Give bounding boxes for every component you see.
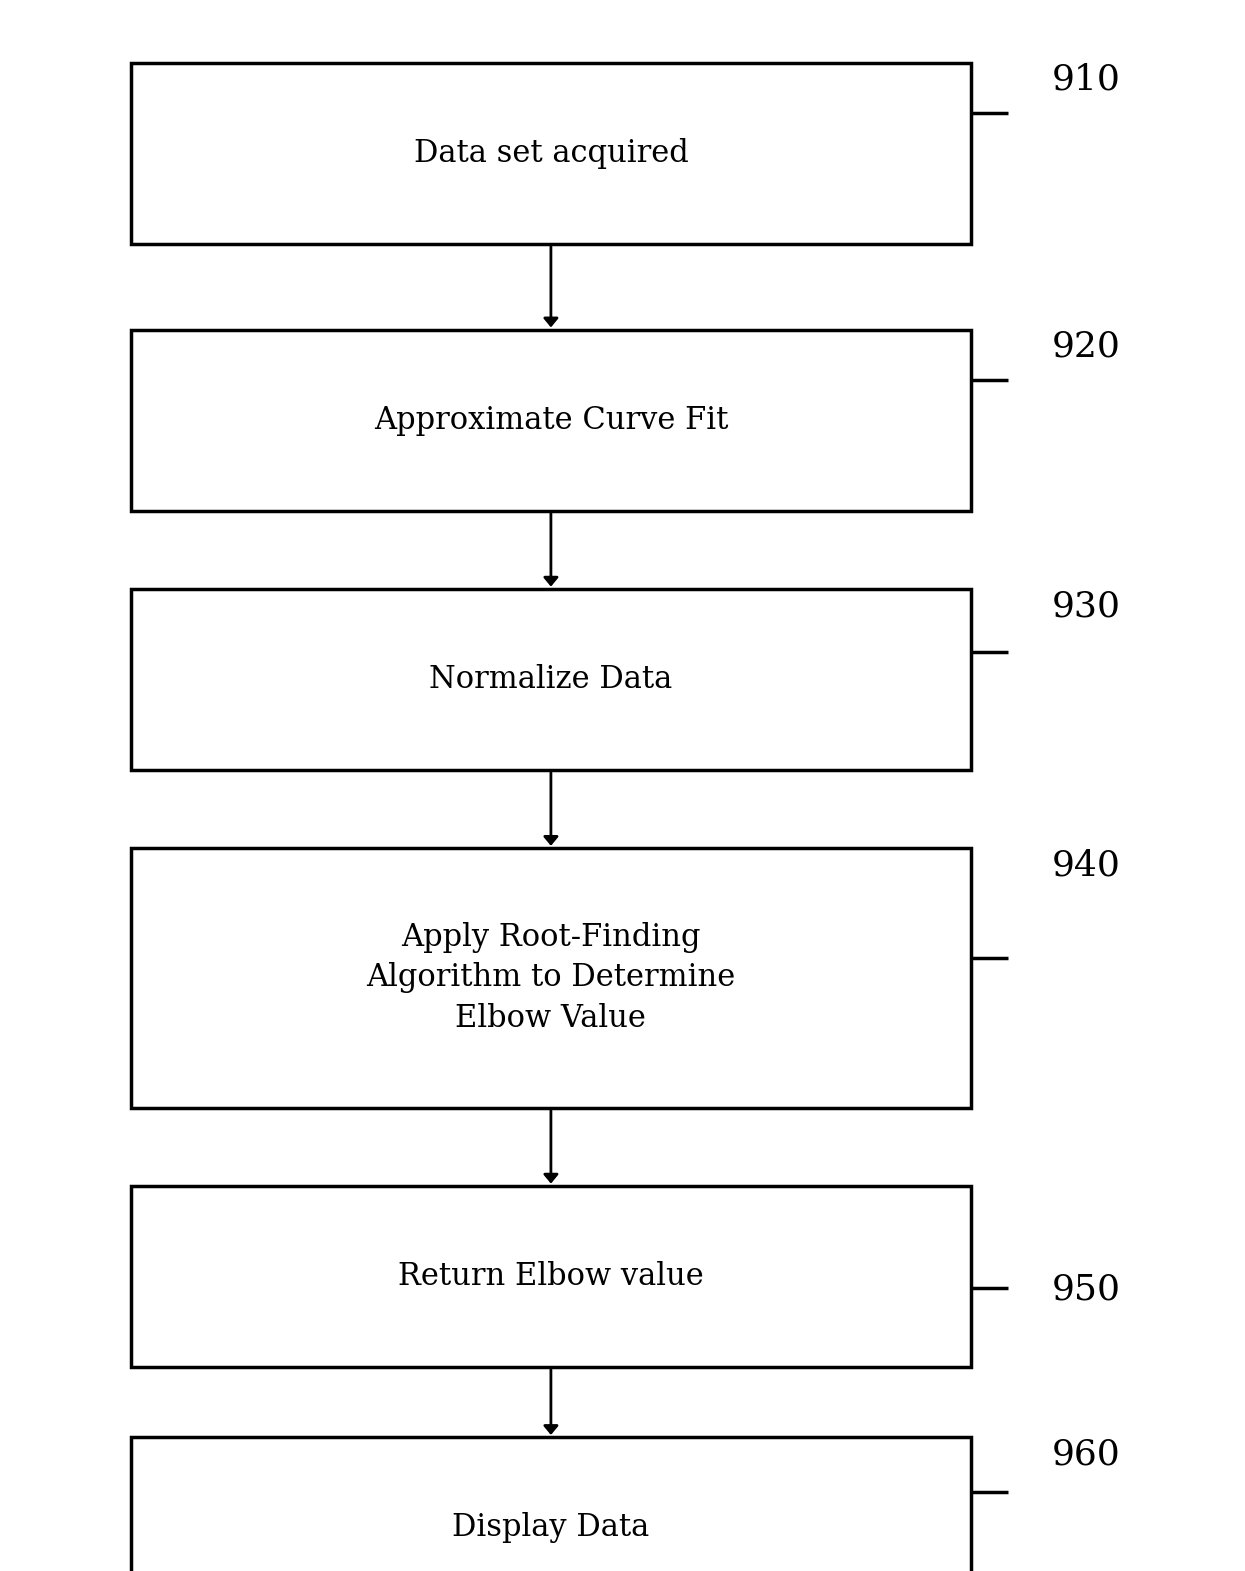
Bar <box>131 848 971 1108</box>
Text: Normalize Data: Normalize Data <box>430 665 672 694</box>
Bar <box>131 63 971 244</box>
Text: 950: 950 <box>1052 1273 1120 1307</box>
Text: 940: 940 <box>1052 848 1120 883</box>
Text: 910: 910 <box>1052 63 1120 97</box>
Bar <box>131 589 971 770</box>
Text: Apply Root-Finding
Algorithm to Determine
Elbow Value: Apply Root-Finding Algorithm to Determin… <box>366 922 736 1034</box>
Bar <box>131 1186 971 1367</box>
Text: 930: 930 <box>1052 589 1120 624</box>
Text: Return Elbow value: Return Elbow value <box>398 1262 703 1291</box>
Text: 960: 960 <box>1052 1437 1120 1472</box>
Text: Data set acquired: Data set acquired <box>413 138 688 168</box>
Text: 920: 920 <box>1052 330 1120 364</box>
Text: Approximate Curve Fit: Approximate Curve Fit <box>374 405 728 435</box>
Text: Display Data: Display Data <box>452 1513 650 1543</box>
Bar <box>131 330 971 511</box>
Bar <box>131 1437 971 1571</box>
